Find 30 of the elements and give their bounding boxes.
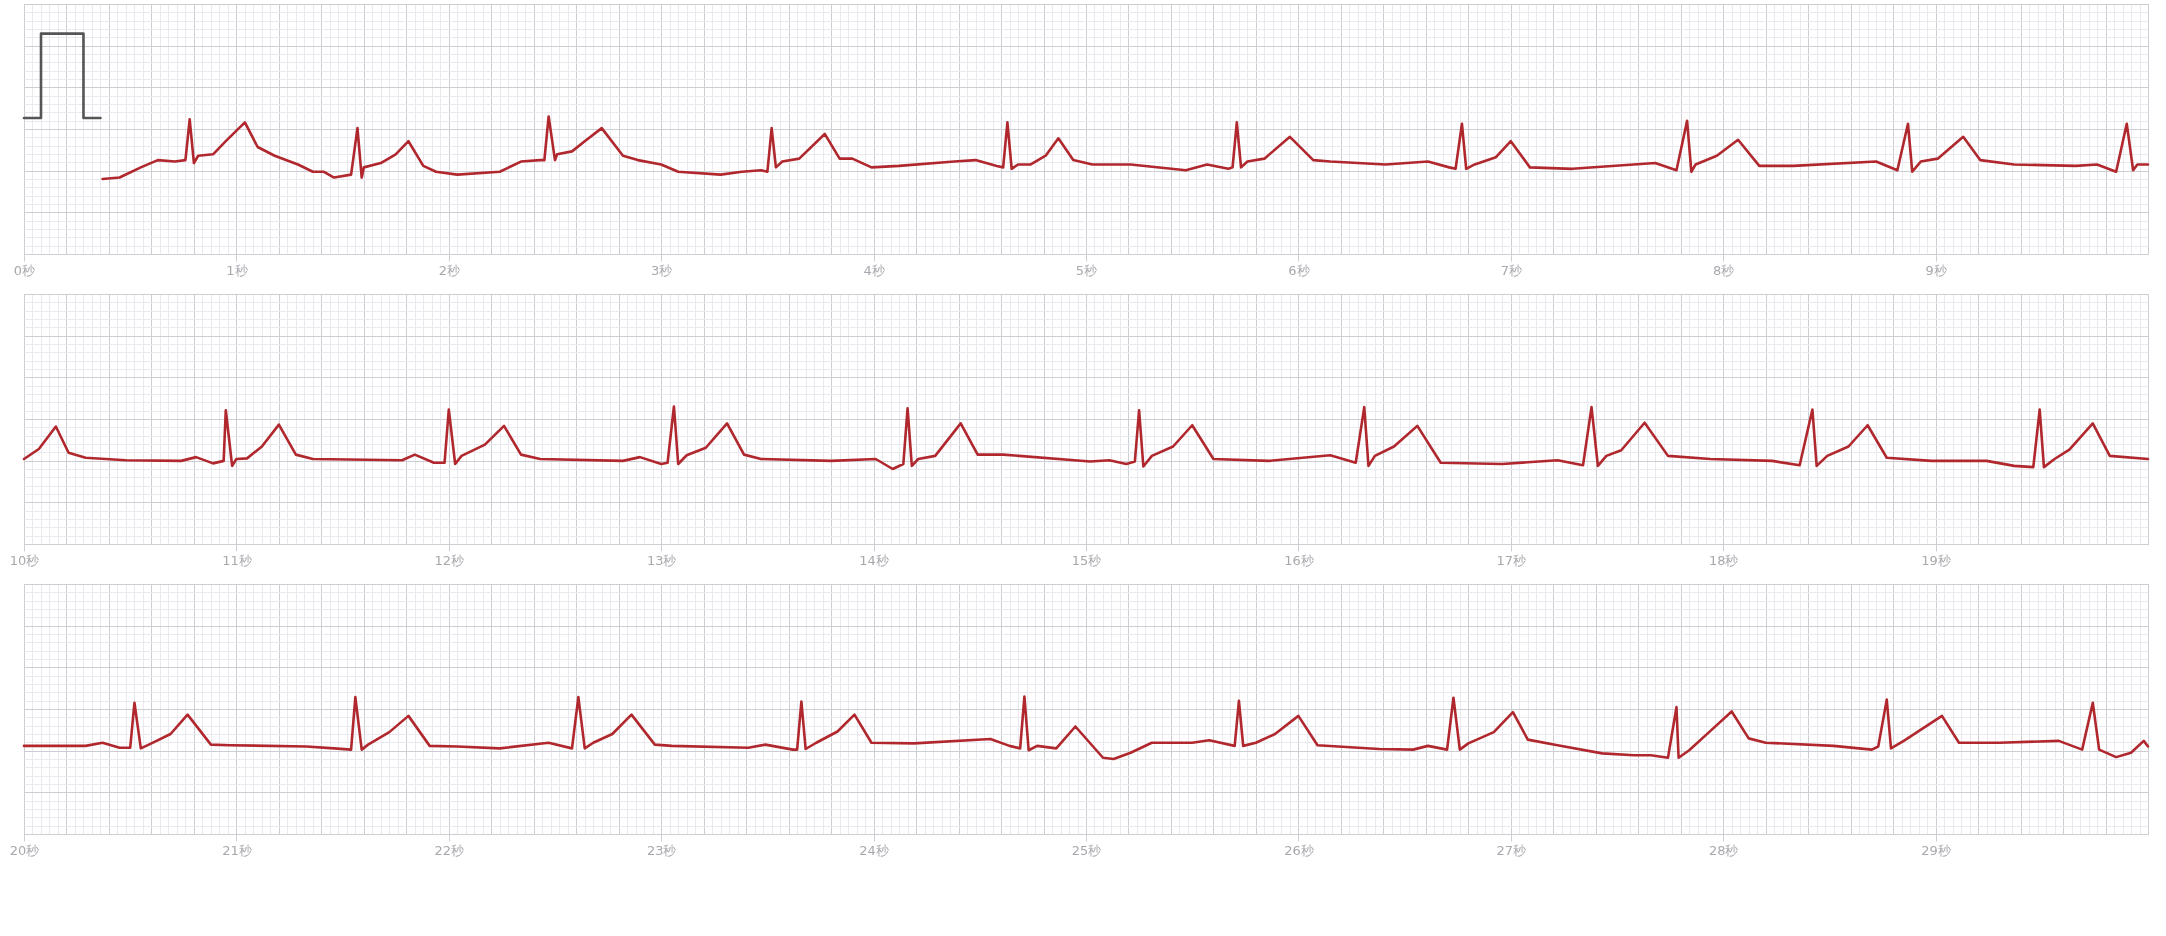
x-tick-label: 1秒 <box>226 262 248 278</box>
x-tick-label: 11秒 <box>222 552 252 568</box>
x-tick-label: 24秒 <box>859 842 889 858</box>
x-tick-label: 29秒 <box>1921 842 1951 858</box>
x-tick-label: 22秒 <box>434 842 465 858</box>
x-tick-label: 12秒 <box>434 552 465 568</box>
x-tick-label: 20秒 <box>9 842 40 858</box>
x-tick-label: 18秒 <box>1708 552 1739 568</box>
x-tick-label: 0秒 <box>13 262 36 278</box>
x-tick-label: 15秒 <box>1071 552 1102 568</box>
x-tick-label: 16秒 <box>1284 552 1314 568</box>
x-tick-label: 14秒 <box>859 552 889 568</box>
x-tick-label: 13秒 <box>646 552 677 568</box>
x-tick-label: 5秒 <box>1075 262 1098 278</box>
x-tick-label: 27秒 <box>1496 842 1527 858</box>
x-tick-label: 28秒 <box>1708 842 1739 858</box>
x-tick-label: 2秒 <box>438 262 460 278</box>
x-tick-label: 21秒 <box>222 842 252 858</box>
x-tick-label: 25秒 <box>1071 842 1102 858</box>
x-tick-label: 26秒 <box>1284 842 1314 858</box>
x-tick-label: 10秒 <box>9 552 40 568</box>
x-tick-label: 6秒 <box>1288 262 1310 278</box>
x-tick-label: 23秒 <box>646 842 677 858</box>
x-tick-label: 19秒 <box>1921 552 1951 568</box>
x-tick-label: 4秒 <box>863 262 885 278</box>
x-tick-label: 3秒 <box>651 262 673 278</box>
x-tick-label: 7秒 <box>1500 262 1522 278</box>
x-tick-label: 9秒 <box>1925 262 1947 278</box>
x-tick-label: 8秒 <box>1713 262 1735 278</box>
x-tick-label: 17秒 <box>1496 552 1527 568</box>
